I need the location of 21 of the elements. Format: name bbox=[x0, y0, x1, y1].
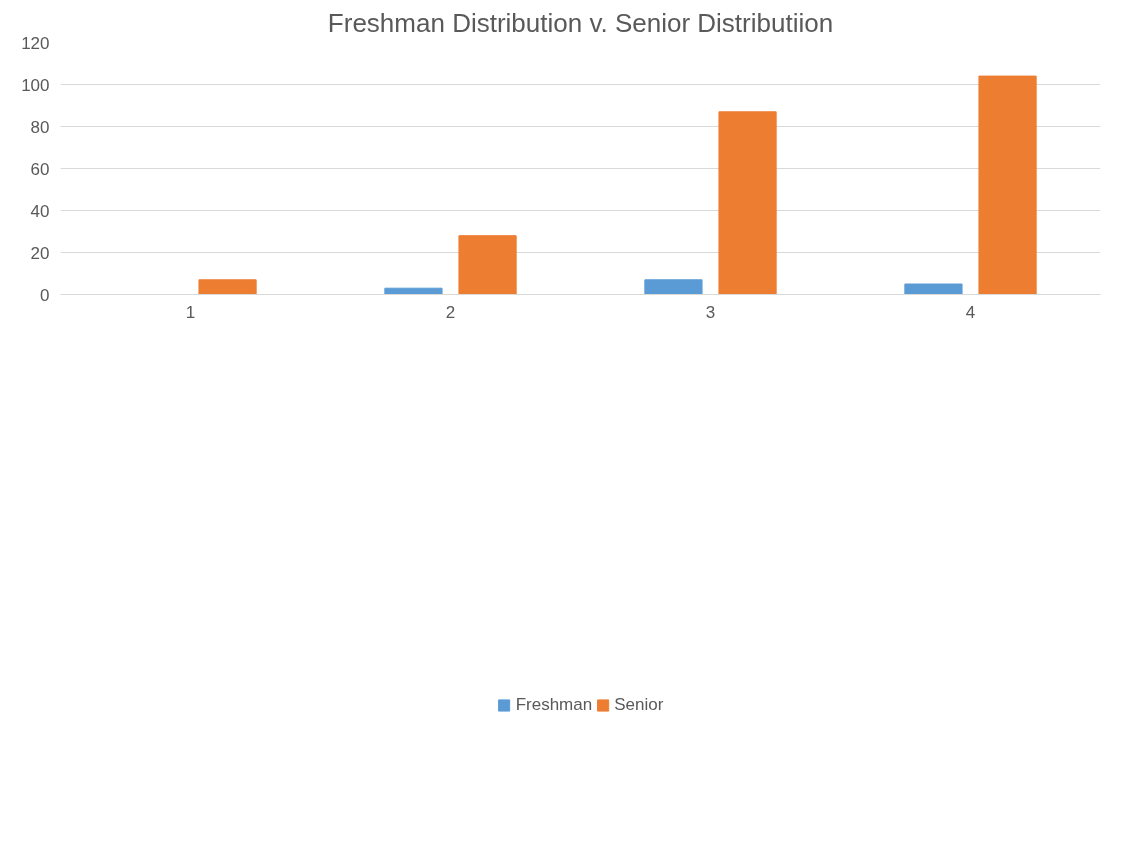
y-tick-label: 40 bbox=[30, 201, 50, 221]
bar bbox=[978, 75, 1037, 295]
x-tick-label: 1 bbox=[185, 302, 196, 322]
bar bbox=[458, 235, 517, 295]
bar bbox=[644, 279, 703, 295]
legend-label: Senior bbox=[614, 695, 664, 715]
y-tick-label: 20 bbox=[30, 243, 50, 263]
y-tick-label: 0 bbox=[40, 285, 50, 305]
bar bbox=[904, 283, 963, 295]
y-tick-label: 80 bbox=[30, 117, 50, 137]
y-tick-label: 120 bbox=[21, 33, 50, 53]
bar bbox=[198, 279, 257, 295]
y-tick-label: 100 bbox=[21, 75, 50, 95]
bar bbox=[718, 111, 777, 295]
x-tick-label: 3 bbox=[705, 302, 716, 322]
legend-label: Freshman bbox=[515, 695, 593, 715]
chart-title: Freshman Distribution v. Senior Distributiion bbox=[327, 7, 834, 38]
x-tick-label: 4 bbox=[965, 302, 976, 322]
x-tick-label: 2 bbox=[445, 302, 456, 322]
bar bbox=[384, 287, 443, 295]
y-tick-label: 60 bbox=[30, 159, 50, 179]
